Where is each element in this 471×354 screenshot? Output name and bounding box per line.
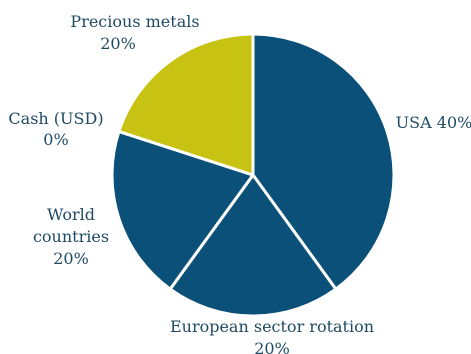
label-precious-metals: Precious metals [70, 12, 199, 31]
label-precious-metals-percent: 20% [100, 34, 136, 53]
label-world-percent: 20% [53, 249, 89, 268]
label-cash-percent: 0% [43, 130, 68, 149]
pie-slices [110, 32, 396, 318]
slice-precious-metals [117, 32, 255, 177]
slice-world-countries [110, 129, 255, 291]
label-cash-usd: Cash (USD) [8, 109, 103, 128]
label-world: World [47, 205, 95, 224]
label-european-sector-rotation-percent: 20% [254, 339, 290, 354]
label-usa: USA 40% [396, 113, 471, 132]
slice-european-sector-rotation [168, 173, 338, 318]
label-world-countries: countries [33, 227, 109, 246]
label-european-sector-rotation: European sector rotation [170, 317, 374, 336]
slice-usa [251, 32, 396, 291]
